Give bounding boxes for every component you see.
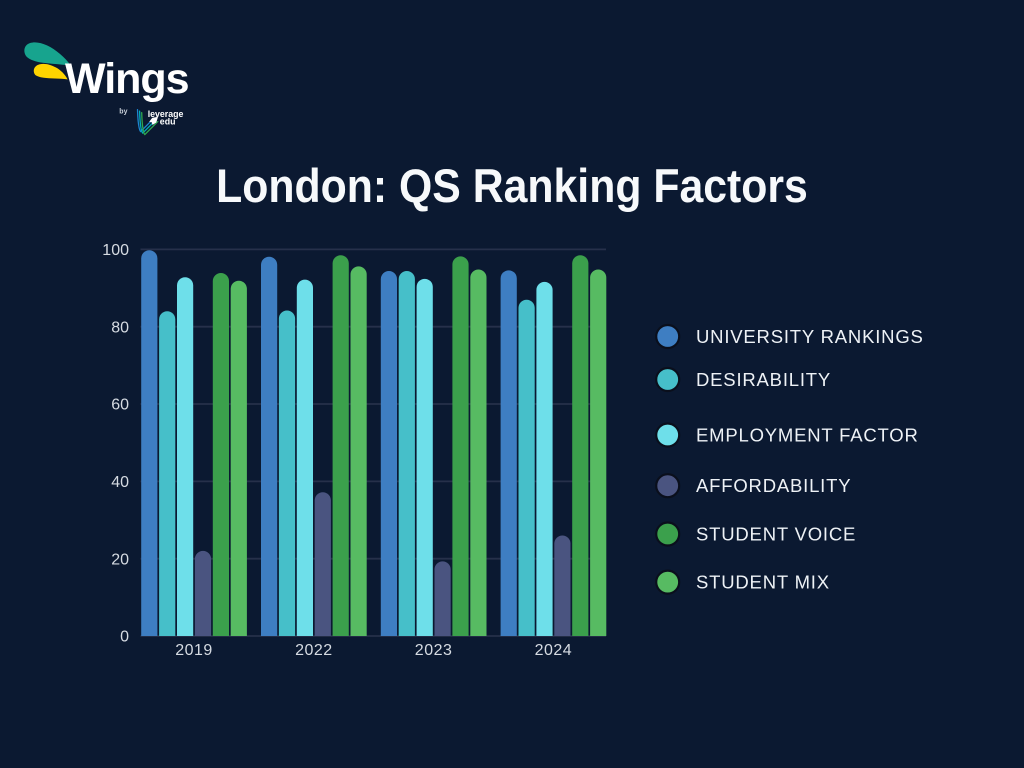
svg-text:2024: 2024 (535, 642, 573, 659)
svg-text:AFFORDABILITY: AFFORDABILITY (696, 475, 851, 496)
svg-text:80: 80 (111, 319, 129, 336)
svg-text:2022: 2022 (295, 642, 333, 659)
svg-text:edu: edu (160, 116, 176, 126)
svg-text:100: 100 (102, 242, 129, 259)
svg-text:60: 60 (111, 397, 129, 414)
svg-text:by: by (119, 108, 127, 115)
svg-text:20: 20 (111, 551, 129, 568)
svg-text:0: 0 (120, 629, 129, 646)
svg-text:STUDENT VOICE: STUDENT VOICE (696, 523, 856, 544)
svg-text:UNIVERSITY RANKINGS: UNIVERSITY RANKINGS (696, 326, 924, 347)
svg-text:40: 40 (111, 474, 129, 491)
svg-text:2023: 2023 (415, 642, 453, 659)
svg-text:leverage: leverage (148, 109, 184, 119)
svg-text:DESIRABILITY: DESIRABILITY (696, 369, 831, 390)
svg-text:Wings: Wings (65, 55, 189, 103)
svg-text:EMPLOYMENT FACTOR: EMPLOYMENT FACTOR (696, 424, 919, 445)
svg-text:2019: 2019 (175, 642, 213, 659)
svg-text:STUDENT MIX: STUDENT MIX (696, 571, 830, 592)
